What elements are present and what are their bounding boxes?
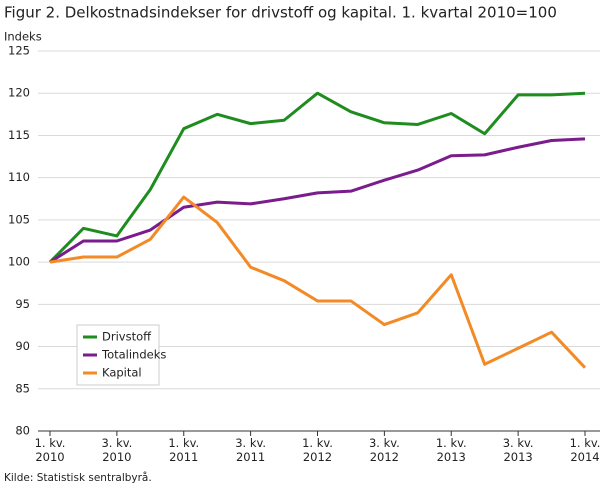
legend-label: Kapital: [102, 366, 142, 380]
line-series: [48, 91, 586, 264]
x-tick-label: 3. kv. 2010: [101, 436, 133, 464]
y-tick-label: 90: [15, 339, 30, 353]
y-axis-label: Indeks: [4, 30, 42, 44]
x-tick-label: 1. kv. 2012: [302, 436, 333, 464]
y-tick-label: 80: [15, 424, 30, 438]
y-tick-label: 85: [15, 381, 30, 395]
y-tick-label: 120: [8, 86, 30, 100]
x-tick-label: 1. kv. 2013: [435, 436, 467, 464]
source: Kilde: Statistisk sentralbyrå.: [4, 471, 152, 484]
line-series: [49, 195, 587, 369]
y-tick-label: 115: [8, 128, 30, 142]
x-tick-label: 3. kv. 2013: [502, 436, 534, 464]
y-tick-label: 125: [8, 44, 30, 58]
line-series: [49, 137, 586, 264]
x-tick-label: 3. kv. 2011: [235, 436, 267, 464]
legend-label: Drivstoff: [102, 330, 152, 344]
chart-title: Figur 2. Delkostnadsindekser for drivsto…: [4, 4, 557, 22]
x-tick-label: 1. kv. 2010: [34, 436, 66, 464]
y-tick-label: 110: [8, 170, 30, 184]
x-tick-label: 1. kv. 2014: [569, 436, 601, 464]
x-tick-label: 1. kv. 2011: [168, 436, 200, 464]
legend-label: Totalindeks: [101, 348, 166, 362]
x-tick-label: 3. kv. 2012: [368, 436, 400, 464]
y-tick-label: 95: [15, 297, 30, 311]
y-tick-label: 105: [8, 212, 30, 226]
y-tick-label: 100: [8, 255, 30, 269]
